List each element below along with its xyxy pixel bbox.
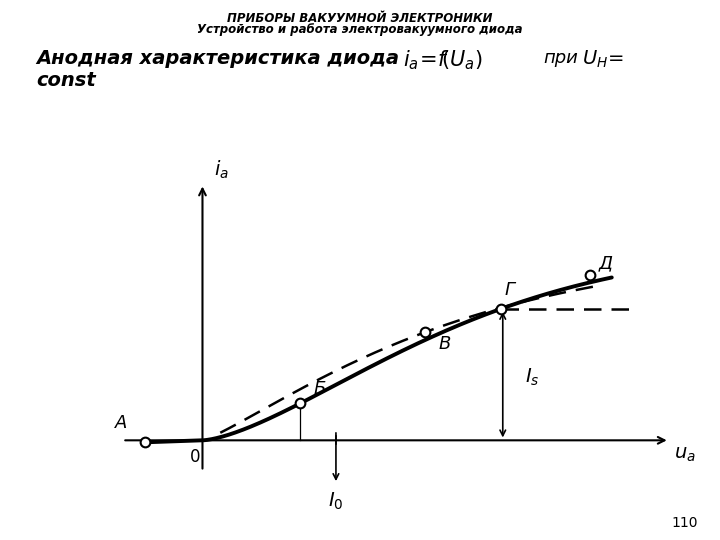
Text: при: при [544,49,578,66]
Text: const: const [36,71,96,90]
Text: 110: 110 [672,516,698,530]
Text: Б: Б [314,380,326,398]
Text: В: В [438,335,451,353]
Text: А: А [114,414,127,432]
Text: ПРИБОРЫ ВАКУУМНОЙ ЭЛЕКТРОНИКИ: ПРИБОРЫ ВАКУУМНОЙ ЭЛЕКТРОНИКИ [228,12,492,25]
Text: Анодная характеристика диода: Анодная характеристика диода [36,49,399,68]
Text: Г: Г [505,281,515,299]
Text: Д: Д [598,254,613,272]
Text: 0: 0 [190,448,200,466]
Text: $i_a$: $i_a$ [214,159,228,181]
Text: $I_s$: $I_s$ [525,367,539,388]
Text: Устройство и работа электровакуумного диода: Устройство и работа электровакуумного ди… [197,23,523,36]
Text: $U_H\!=$: $U_H\!=$ [582,49,624,70]
Text: $i_a\!=\!f\!\left(U_a\right)$: $i_a\!=\!f\!\left(U_a\right)$ [403,49,482,72]
Text: $I_0$: $I_0$ [328,490,343,512]
Text: $u_a$: $u_a$ [674,446,696,464]
